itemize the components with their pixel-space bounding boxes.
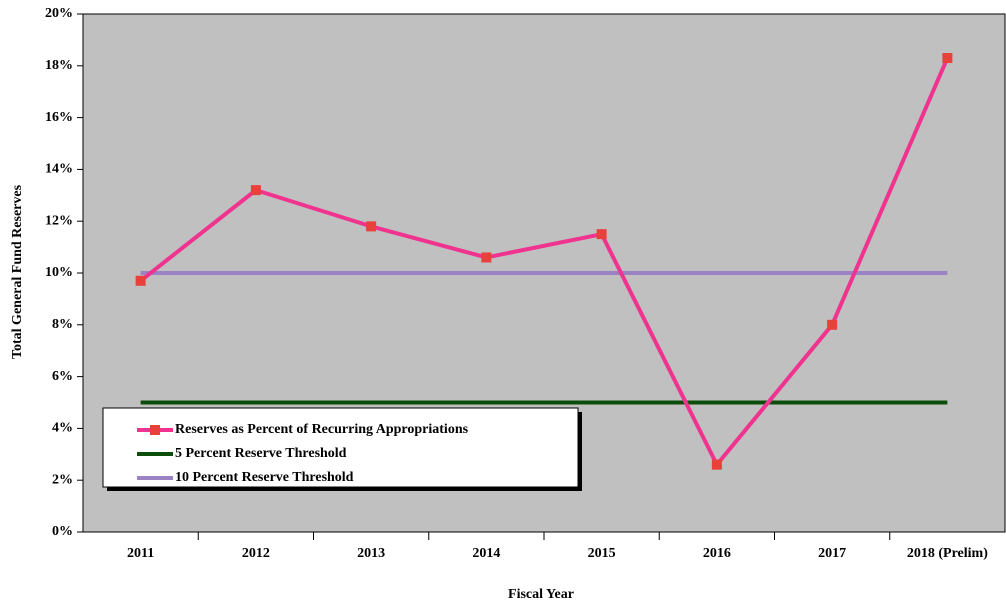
x-tick-label: 2012	[242, 546, 270, 561]
x-tick-label: 2017	[818, 546, 846, 561]
y-tick-label: 20%	[45, 6, 73, 21]
data-point	[250, 185, 261, 196]
y-axis-label: Total General Fund Reserves	[10, 184, 25, 359]
x-axis-label: Fiscal Year	[508, 587, 574, 602]
data-point	[711, 459, 722, 470]
data-point	[827, 319, 838, 330]
y-tick-label: 8%	[52, 317, 73, 332]
y-tick-label: 4%	[52, 421, 73, 436]
data-point	[481, 252, 492, 263]
legend-label: Reserves as Percent of Recurring Appropr…	[175, 422, 469, 437]
x-tick-label: 2011	[127, 546, 154, 561]
data-point	[596, 229, 607, 240]
data-point	[135, 275, 146, 286]
x-tick-label: 2014	[472, 546, 500, 561]
x-tick-label: 2016	[703, 546, 731, 561]
y-tick-label: 16%	[45, 110, 73, 125]
legend-label: 10 Percent Reserve Threshold	[175, 470, 354, 485]
x-tick-label: 2018 (Prelim)	[907, 546, 988, 561]
legend	[102, 407, 579, 488]
x-tick-label: 2015	[588, 546, 616, 561]
legend-marker	[150, 425, 160, 435]
legend-label: 5 Percent Reserve Threshold	[175, 446, 347, 461]
y-tick-label: 6%	[52, 369, 73, 384]
data-point	[942, 53, 953, 64]
x-tick-label: 2013	[357, 546, 385, 561]
y-tick-label: 14%	[45, 162, 73, 177]
y-tick-label: 2%	[52, 472, 73, 487]
y-tick-label: 10%	[45, 265, 73, 280]
data-point	[366, 221, 377, 232]
series-line	[139, 57, 950, 467]
y-tick-label: 12%	[45, 213, 73, 228]
y-tick-label: 0%	[52, 524, 73, 539]
y-tick-label: 18%	[45, 58, 73, 73]
